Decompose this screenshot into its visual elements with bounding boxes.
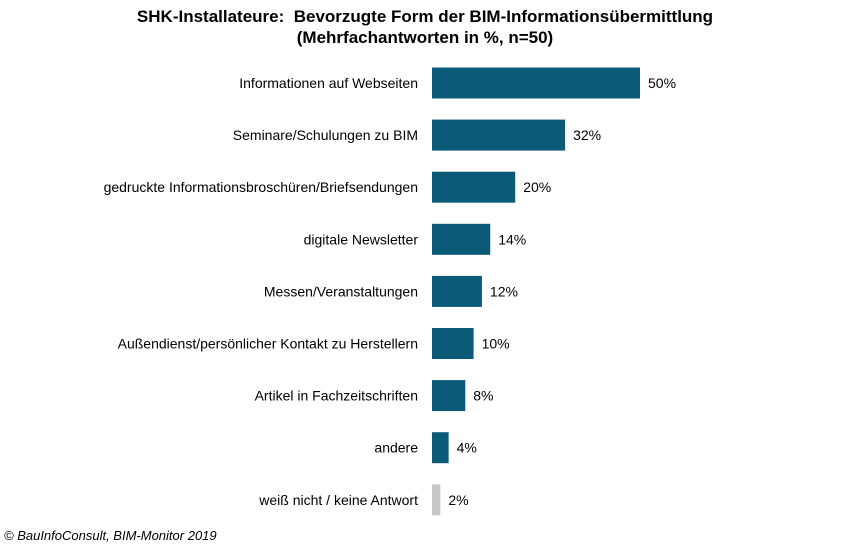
category-label: Informationen auf Webseiten <box>239 75 418 91</box>
chart-title: SHK-Installateure: Bevorzugte Form der B… <box>136 7 714 26</box>
bar <box>432 119 566 151</box>
bar <box>432 67 640 99</box>
value-label: 8% <box>473 388 493 404</box>
category-label: digitale Newsletter <box>304 231 419 247</box>
bar <box>432 223 491 255</box>
category-label: andere <box>374 440 418 456</box>
category-label: gedruckte Informationsbroschüren/Briefse… <box>104 179 418 195</box>
chart-subtitle: (Mehrfachantworten in %, n=50) <box>296 28 554 47</box>
bar <box>432 328 474 359</box>
category-label: Messen/Veranstaltungen <box>264 283 418 299</box>
value-label: 20% <box>523 179 551 195</box>
value-label: 14% <box>498 231 526 247</box>
category-label: weiß nicht / keine Antwort <box>258 492 418 508</box>
bar <box>432 432 449 464</box>
source-note: © BauInfoConsult, BIM-Monitor 2019 <box>4 528 217 543</box>
value-label: 4% <box>457 440 477 456</box>
category-label: Artikel in Fachzeitschriften <box>255 388 418 404</box>
value-label: 32% <box>573 127 601 143</box>
value-label: 2% <box>448 492 468 508</box>
value-label: 10% <box>482 336 510 352</box>
bar <box>432 171 516 203</box>
bar <box>432 275 482 307</box>
chart-title-block: SHK-Installateure: Bevorzugte Form der B… <box>0 6 850 48</box>
category-label: Seminare/Schulungen zu BIM <box>233 127 418 143</box>
category-label: Außendienst/persönlicher Kontakt zu Hers… <box>118 336 418 352</box>
bar <box>432 380 466 412</box>
value-label: 12% <box>490 283 518 299</box>
bar <box>432 484 441 516</box>
value-label: 50% <box>648 75 676 91</box>
